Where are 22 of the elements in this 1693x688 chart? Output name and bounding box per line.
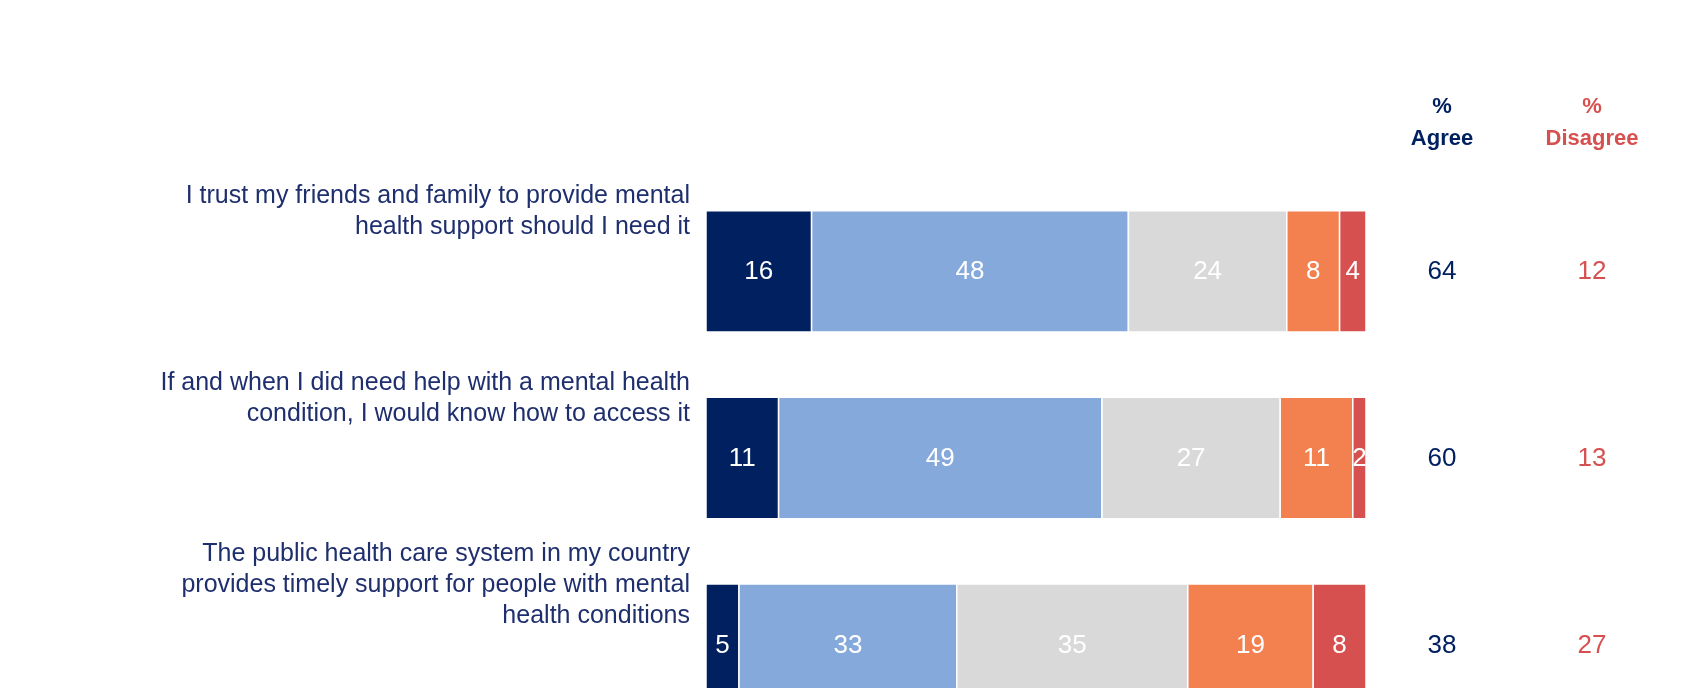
data-label: 48 <box>955 255 985 286</box>
data-label: 49 <box>925 442 955 472</box>
y-tick-label: I trust my friends and family to provide mental health support should I need it <box>185 180 691 240</box>
data-label: 8 <box>1332 628 1347 659</box>
text: 12 <box>1577 255 1607 286</box>
y-tick-label: The public health care system in my country provides timely support for people with mental health conditions <box>181 538 691 628</box>
data-label: 8 <box>1305 255 1321 286</box>
text: % Agree <box>1410 93 1474 150</box>
data-label: 33 <box>833 628 863 659</box>
text: 13 <box>1577 442 1607 472</box>
text: % Disagree <box>1545 93 1639 150</box>
text: 38 <box>1427 628 1457 659</box>
data-label: 11 <box>1303 442 1330 472</box>
text: 60 <box>1427 442 1457 472</box>
data-label: 4 <box>1345 255 1361 286</box>
text: 27 <box>1577 628 1607 659</box>
data-label: 5 <box>715 628 730 659</box>
text: 64 <box>1427 255 1457 286</box>
data-label: 16 <box>744 255 774 286</box>
y-tick-label: If and when I did need help with a mental health condition, I would know how to access it <box>160 366 691 426</box>
data-label: 11 <box>728 442 756 472</box>
data-label: 19 <box>1236 628 1265 659</box>
